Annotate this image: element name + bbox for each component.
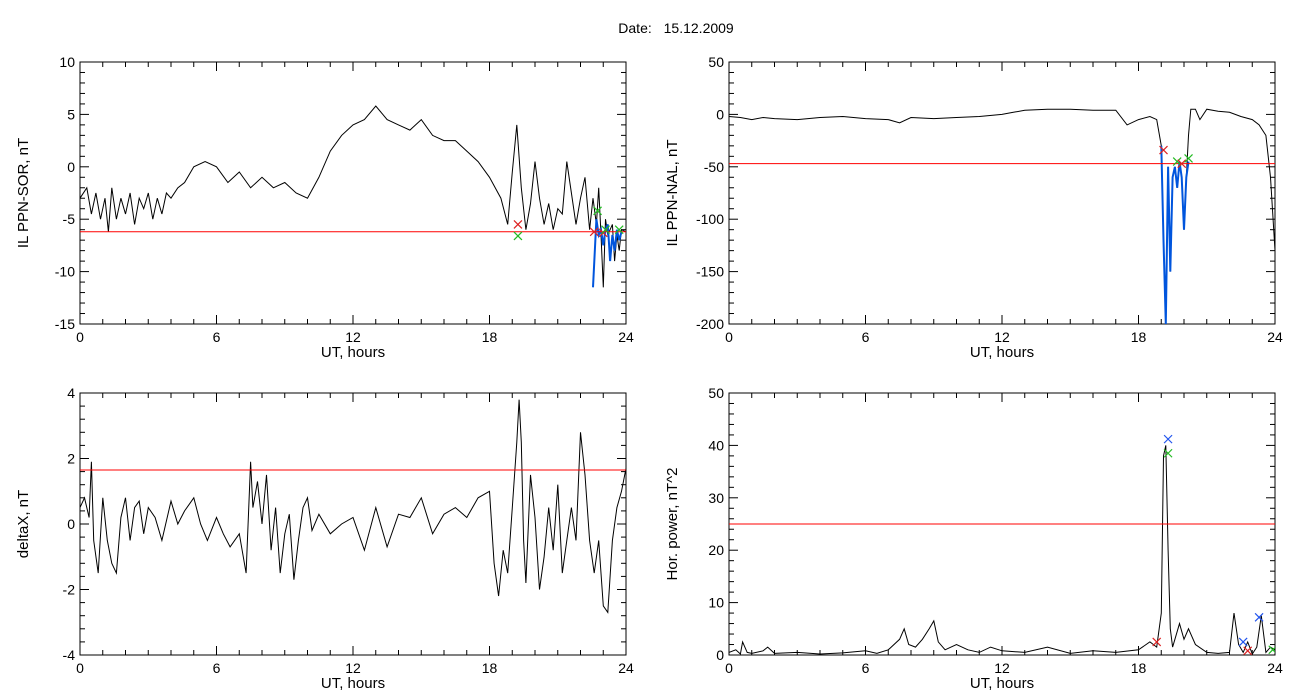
x-tick-label: 18 [1131, 329, 1147, 345]
y-axis-label: deltaX, nT [15, 490, 32, 558]
y-tick-label: -5 [63, 211, 76, 227]
date-label: Date: [618, 20, 651, 36]
x-tick-label: 0 [725, 329, 733, 345]
marker-green [1163, 448, 1173, 458]
marker-green [1172, 157, 1182, 166]
series-line-0 [80, 399, 626, 614]
y-tick-label: 20 [708, 542, 724, 558]
y-tick-label: -10 [55, 264, 75, 280]
marker-green [1268, 645, 1275, 655]
x-tick-label: 0 [76, 329, 84, 345]
plot-data [729, 108, 1275, 324]
y-tick-label: 0 [716, 647, 724, 663]
plot-data [80, 105, 626, 288]
x-axis-label: UT, hours [970, 344, 1034, 361]
plot-frame [79, 392, 627, 656]
marker-red [1159, 145, 1168, 155]
y-axis-label: IL PPN-SOR, nT [15, 138, 32, 248]
marker-green [1184, 153, 1193, 163]
series-line-0 [729, 108, 1275, 324]
y-tick-label: -15 [55, 316, 75, 332]
x-tick-label: 6 [213, 660, 221, 676]
y-tick-label: 50 [708, 385, 724, 401]
y-tick-label: 0 [716, 106, 724, 122]
y-tick-label: -100 [696, 211, 724, 227]
y-axis-label: Hor. power, nT^2 [664, 468, 681, 581]
x-axis-label: UT, hours [321, 675, 385, 692]
marker-red [1152, 637, 1162, 647]
marker-blue [1254, 612, 1264, 622]
x-tick-label: 12 [345, 329, 361, 345]
y-tick-label: -4 [63, 647, 76, 663]
x-tick-label: 6 [862, 329, 870, 345]
marker-red [513, 220, 523, 229]
y-tick-label: 40 [708, 437, 724, 453]
x-tick-label: 0 [76, 660, 84, 676]
x-tick-label: 12 [994, 329, 1010, 345]
plot-data [80, 399, 626, 614]
y-tick-label: 30 [708, 490, 724, 506]
y-tick-label: 10 [708, 595, 724, 611]
marker-green [601, 225, 610, 235]
x-tick-label: 18 [482, 660, 498, 676]
y-tick-label: -150 [696, 264, 724, 280]
y-tick-label: 2 [67, 451, 75, 467]
marker-blue [1238, 637, 1248, 647]
chart-power: 0 6 12 18 24 0 10 20 30 40 50 UT, hours Hor. power, … [664, 385, 1283, 692]
y-tick-label: 0 [67, 516, 75, 532]
chart-nal: 0 6 12 18 24 -200 -150 -100 -50 0 50 UT, hours IL PP… [664, 54, 1283, 361]
marker-green [513, 231, 523, 241]
x-tick-label: 24 [1267, 329, 1283, 345]
x-tick-label: 24 [618, 660, 634, 676]
chart-sor: 0 6 12 18 24 -15 -10 -5 0 5 10 UT, hours IL PPN-SOR,… [15, 54, 634, 361]
y-tick-label: 10 [59, 54, 75, 70]
marker-red [1243, 646, 1253, 655]
series-line-0 [80, 105, 626, 288]
x-tick-label: 24 [1267, 660, 1283, 676]
date-value: 15.12.2009 [664, 20, 734, 36]
x-axis-label: UT, hours [321, 344, 385, 361]
x-tick-label: 12 [345, 660, 361, 676]
y-tick-label: 50 [708, 54, 724, 70]
x-axis-label: UT, hours [970, 675, 1034, 692]
marker-red [589, 227, 599, 237]
x-tick-label: 0 [725, 660, 733, 676]
x-tick-label: 6 [862, 660, 870, 676]
plot-frame [79, 61, 627, 325]
x-tick-label: 24 [618, 329, 634, 345]
plot-frame [728, 61, 1276, 325]
marker-red [1177, 159, 1187, 169]
x-tick-label: 6 [213, 329, 221, 345]
marker-blue [1163, 434, 1173, 444]
x-tick-label: 12 [994, 660, 1010, 676]
highlight-line [1160, 145, 1190, 324]
x-tick-label: 18 [1131, 660, 1147, 676]
y-axis-label: IL PPN-NAL, nT [664, 140, 681, 247]
y-tick-label: 4 [67, 385, 75, 401]
plot-data [729, 434, 1275, 655]
figure-title: Date: 15.12.2009 [618, 20, 734, 36]
marker-green [614, 225, 624, 235]
highlight-line [592, 219, 623, 288]
y-tick-label: 0 [67, 159, 75, 175]
y-tick-label: 5 [67, 106, 75, 122]
y-tick-label: -2 [63, 582, 76, 598]
y-tick-label: -200 [696, 316, 724, 332]
x-tick-label: 18 [482, 329, 498, 345]
series-line-0 [729, 445, 1275, 655]
marker-green [593, 206, 602, 216]
y-tick-label: -50 [704, 159, 724, 175]
